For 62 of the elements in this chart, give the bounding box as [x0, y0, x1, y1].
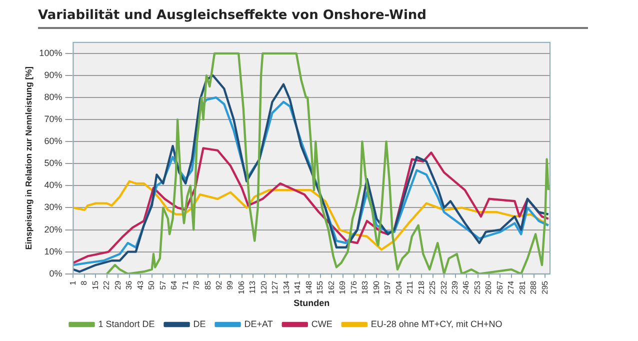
- x-tick-label: 57: [158, 280, 168, 290]
- x-tick-label: 148: [304, 280, 314, 294]
- x-tick-label: 43: [136, 280, 145, 290]
- x-tick-label: 99: [226, 280, 235, 290]
- x-tick-label: 176: [349, 280, 358, 294]
- x-tick-label: 8: [80, 280, 89, 286]
- legend-label: DE: [193, 318, 206, 329]
- x-tick-label: 260: [484, 280, 494, 294]
- x-tick-label: 127: [270, 280, 280, 294]
- x-tick-label: 204: [394, 280, 404, 294]
- x-tick-label: 295: [540, 280, 550, 294]
- x-tick-label: 113: [248, 280, 258, 294]
- x-tick-label: 1: [68, 280, 78, 286]
- y-tick-label: 10%: [44, 246, 62, 256]
- x-tick-label: 267: [495, 280, 504, 294]
- y-tick-label: 90%: [44, 70, 62, 80]
- x-axis-title: Stunden: [294, 298, 330, 308]
- legend-label: CWE: [311, 318, 332, 329]
- x-tick-label: 169: [338, 280, 348, 294]
- x-tick-label: 106: [236, 280, 246, 294]
- x-tick-label: 134: [282, 280, 291, 294]
- x-tick-label: 218: [416, 280, 426, 294]
- x-tick-label: 64: [170, 280, 179, 290]
- x-tick-label: 197: [383, 280, 392, 294]
- x-tick-label: 211: [406, 280, 415, 294]
- x-tick-label: 92: [214, 280, 224, 290]
- x-tick-label: 155: [316, 280, 325, 294]
- x-tick-label: 190: [372, 280, 381, 294]
- y-tick-label: 60%: [44, 136, 62, 146]
- y-tick-label: 30%: [44, 202, 62, 212]
- legend-label: EU-28 ohne MT+CY, mit CH+NO: [370, 318, 502, 329]
- x-tick-label: 162: [326, 280, 336, 294]
- y-axis-title: Einspeisung in Relation zur Nennleistung [%]: [23, 66, 34, 250]
- x-tick-label: 239: [450, 280, 460, 294]
- x-tick-label: 120: [259, 280, 268, 294]
- x-tick-label: 36: [124, 280, 134, 290]
- x-tick-label: 253: [472, 280, 482, 294]
- x-tick-label: 22: [102, 280, 112, 290]
- chart-title: Variabilität und Ausgleichseffekte von Onshore-Wind: [38, 8, 588, 29]
- y-tick-label: 40%: [44, 180, 62, 190]
- y-tick-label: 70%: [44, 114, 62, 124]
- x-tick-label: 183: [360, 280, 370, 294]
- x-tick-label: 281: [518, 280, 527, 294]
- x-tick-label: 288: [529, 280, 538, 294]
- x-tick-label: 232: [439, 280, 448, 294]
- legend-label: 1 Standort DE: [98, 318, 155, 329]
- x-tick-label: 225: [428, 280, 438, 294]
- y-tick-label: 50%: [44, 158, 62, 168]
- x-tick-label: 274: [506, 280, 516, 294]
- legend-label: DE+AT: [244, 318, 274, 329]
- y-tick-label: 80%: [44, 92, 62, 102]
- x-tick-label: 246: [462, 280, 471, 294]
- y-tick-label: 100%: [39, 48, 62, 58]
- x-tick-label: 78: [192, 280, 202, 290]
- x-tick-label: 15: [90, 280, 100, 290]
- x-tick-label: 141: [293, 280, 302, 294]
- x-tick-label: 71: [180, 280, 190, 290]
- x-tick-label: 85: [203, 280, 212, 290]
- x-tick-label: 50: [147, 280, 156, 290]
- y-tick-label: 20%: [44, 224, 62, 234]
- x-tick-label: 29: [113, 280, 122, 290]
- y-tick-label: 0%: [49, 268, 62, 278]
